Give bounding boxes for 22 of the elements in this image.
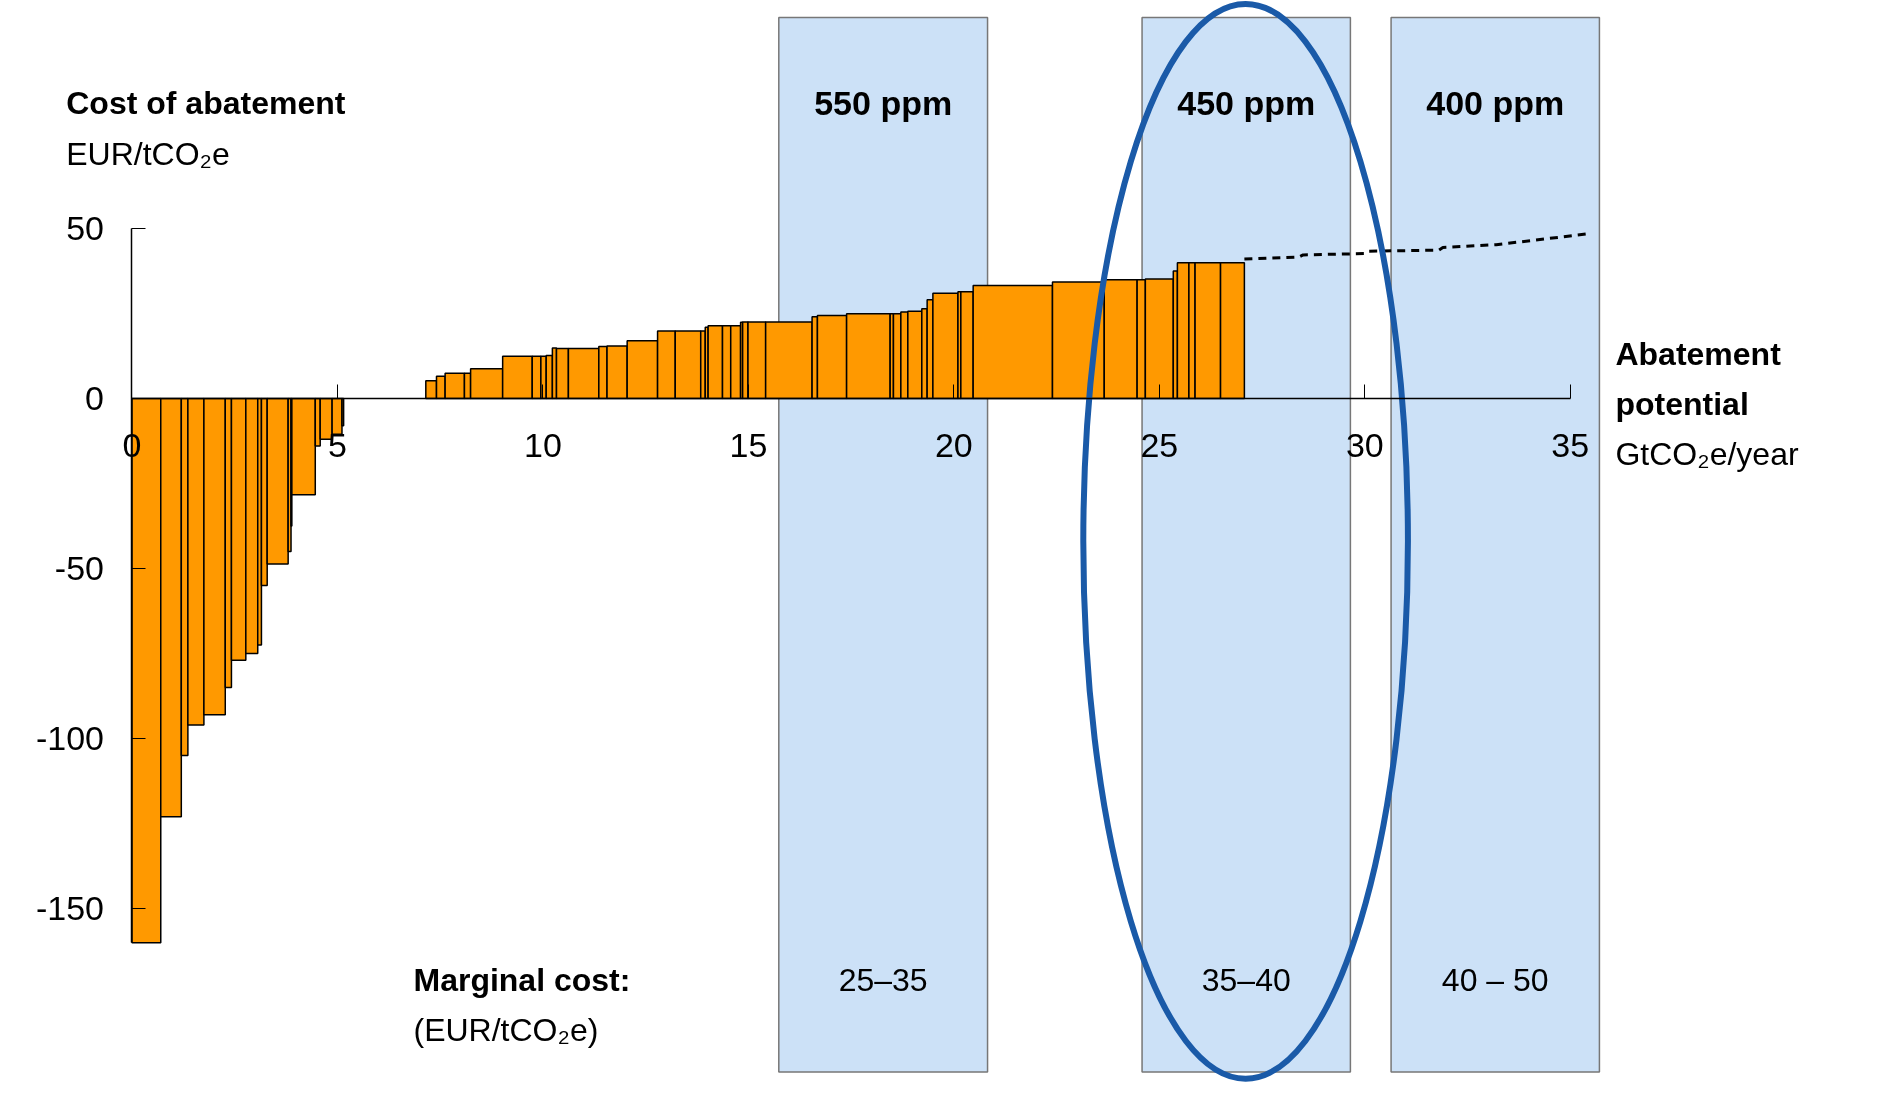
y-axis-title: Cost of abatement EUR/tCO₂e	[66, 84, 346, 172]
annotation: 25–35	[838, 962, 928, 999]
x-tick-label: 10	[524, 426, 562, 465]
x-tick-label: 0	[122, 426, 142, 465]
x-tick-label: 20	[934, 426, 973, 465]
y-tick-label: -150	[35, 889, 105, 928]
x-tick-label: 25	[1140, 426, 1179, 465]
band-label: 400 ppm	[1426, 83, 1565, 122]
x-tick-label: 15	[729, 426, 768, 465]
annotation: (EUR/tCO₂e)	[413, 1011, 599, 1048]
y-tick-label: -100	[35, 719, 105, 758]
annotation: 35–40	[1201, 962, 1291, 999]
annotation: 40 – 50	[1441, 962, 1549, 999]
band-label: 550 ppm	[814, 83, 953, 122]
y-tick-label: 0	[85, 378, 105, 417]
y-tick-label: 50	[66, 208, 105, 247]
x-axis-title: Abatement potential GtCO₂e/year	[1615, 336, 1799, 472]
x-tick-label: 35	[1551, 426, 1590, 465]
x-tick-label: 30	[1345, 426, 1384, 465]
band-label: 450 ppm	[1177, 83, 1316, 122]
annotation: Marginal cost:	[413, 962, 631, 999]
y-tick-label: -50	[54, 549, 104, 588]
